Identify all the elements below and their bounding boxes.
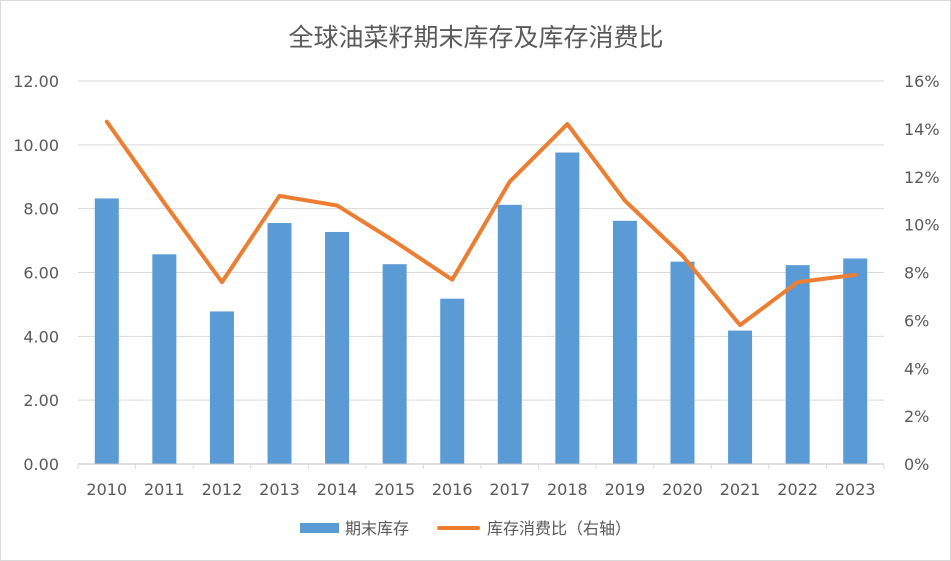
x-axis-tick-label: 2012 — [202, 480, 243, 499]
x-axis-tick-label: 2010 — [86, 480, 127, 499]
left-axis-tick-label: 10.00 — [13, 136, 59, 155]
bar-2022 — [785, 265, 810, 464]
x-axis-tick-label: 2023 — [835, 480, 876, 499]
bar-2021 — [728, 330, 753, 464]
chart-title: 全球油菜籽期末库存及库存消费比 — [288, 23, 663, 52]
bar-2016 — [440, 298, 465, 464]
left-axis-tick-label: 0.00 — [23, 455, 59, 474]
x-axis-tick-label: 2020 — [662, 480, 703, 499]
right-axis-tick-label: 16% — [904, 72, 940, 91]
bar-2020 — [670, 261, 695, 464]
bar-2018 — [555, 152, 580, 464]
bar-layer — [94, 152, 868, 464]
right-axis-tick-label: 12% — [904, 168, 940, 187]
legend-bar-swatch — [300, 523, 339, 533]
legend-line-label: 库存消费比（右轴） — [487, 519, 631, 538]
x-axis-tick-label: 2011 — [144, 480, 185, 499]
left-axis-tick-label: 4.00 — [23, 327, 59, 346]
line-layer — [104, 119, 858, 328]
bar-2019 — [612, 220, 637, 464]
x-axis-tick-label: 2015 — [374, 480, 415, 499]
x-axis-tick-label: 2017 — [489, 480, 530, 499]
left-axis-tick-label: 12.00 — [13, 72, 59, 91]
x-axis-tick-label: 2022 — [777, 480, 818, 499]
x-axis-tick-label: 2016 — [432, 480, 473, 499]
right-axis-tick-label: 8% — [904, 264, 929, 283]
bar-2011 — [152, 254, 177, 464]
x-axis-layer: 2010 2011 2012 2013 2014 2015 2016 2017 2018 2019… — [77, 463, 885, 499]
right-axis-tick-label: 10% — [904, 216, 940, 235]
right-axis-tick-label: 2% — [904, 407, 929, 426]
left-axis-layer: 0.00 2.00 4.00 6.00 8.00 10.00 12.00 — [13, 72, 59, 474]
grid-layer — [78, 80, 884, 465]
x-axis-tick-label: 2014 — [317, 480, 358, 499]
right-axis-tick-label: 0% — [904, 455, 929, 474]
left-axis-tick-label: 8.00 — [23, 200, 59, 219]
right-axis-tick-label: 6% — [904, 311, 929, 330]
inventory-consumption-ratio-line — [104, 119, 858, 328]
bar-2010 — [94, 198, 119, 464]
x-axis-tick-label: 2013 — [259, 480, 300, 499]
left-axis-tick-label: 6.00 — [23, 264, 59, 283]
left-axis-tick-label: 2.00 — [23, 391, 59, 410]
right-axis-tick-label: 14% — [904, 120, 940, 139]
bar-2023 — [843, 258, 868, 464]
bar-2013 — [267, 223, 292, 464]
right-axis-tick-label: 4% — [904, 359, 929, 378]
x-axis-tick-label: 2018 — [547, 480, 588, 499]
bar-2014 — [325, 231, 350, 464]
x-axis-tick-label: 2021 — [720, 480, 761, 499]
bar-2012 — [209, 311, 234, 464]
bar-2017 — [497, 204, 522, 464]
x-axis-tick-label: 2019 — [605, 480, 646, 499]
legend: 期末库存 库存消费比（右轴） — [300, 519, 631, 538]
right-axis-layer: 0% 2% 4% 6% 8% 10% 12% 14% 16% — [904, 72, 940, 474]
legend-bar-label: 期末库存 — [345, 519, 409, 538]
bar-2015 — [382, 264, 407, 464]
